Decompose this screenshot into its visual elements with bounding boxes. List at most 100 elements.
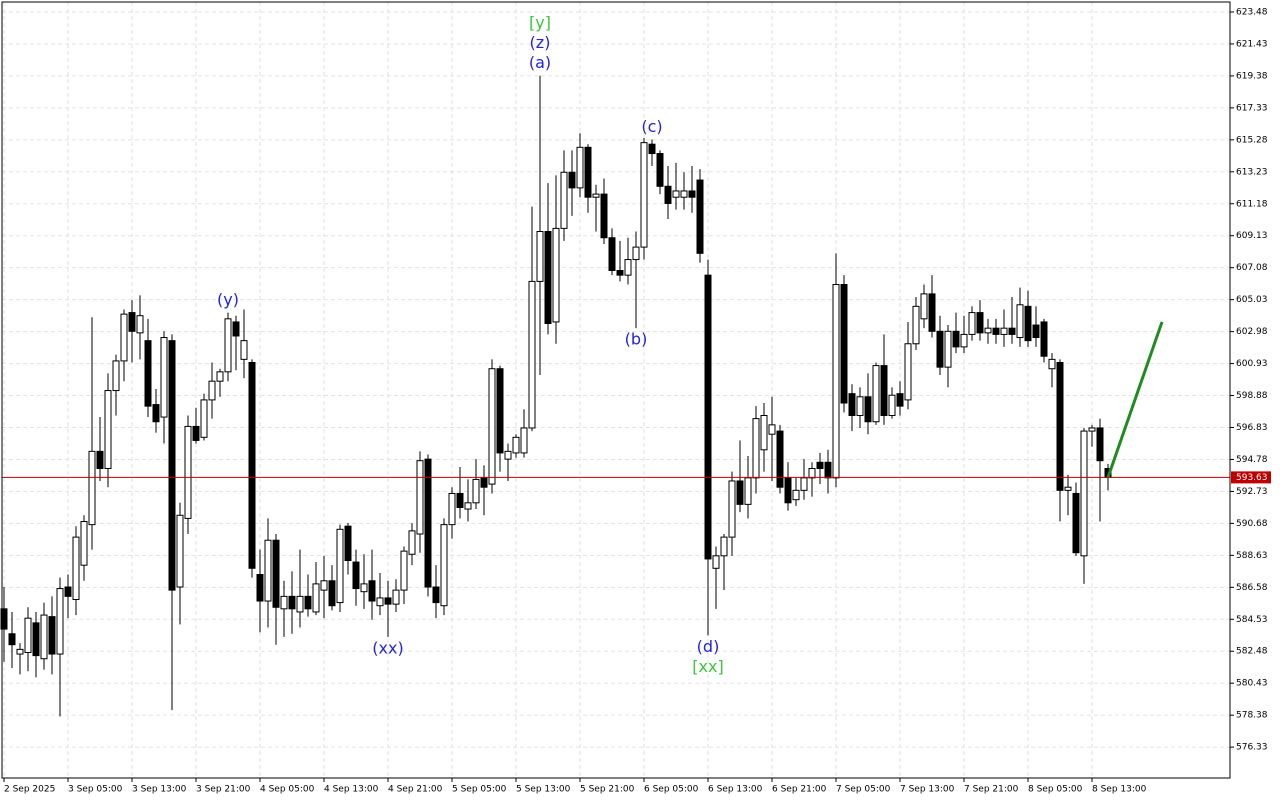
- candle-body: [704, 274, 712, 560]
- y-tick-label: 590.68: [1236, 519, 1268, 529]
- candle-body: [832, 284, 840, 479]
- candle-body: [488, 368, 496, 485]
- candle-body: [400, 550, 408, 591]
- candle-body: [104, 390, 112, 470]
- candle-body: [32, 622, 40, 657]
- candle-body: [744, 477, 752, 505]
- candle-body: [1008, 327, 1016, 335]
- y-tick-label: 611.18: [1236, 199, 1268, 209]
- forecast-line: [1106, 321, 1164, 478]
- candle-body: [408, 530, 416, 555]
- candle-body: [312, 583, 320, 613]
- candle-body: [992, 327, 1000, 335]
- candle-body: [112, 360, 120, 392]
- candle-body: [760, 414, 768, 451]
- candle-body: [320, 580, 328, 591]
- candle-body: [360, 583, 368, 593]
- candle-body: [96, 450, 104, 470]
- y-tick-label: 594.78: [1236, 455, 1268, 465]
- y-tick-label: 623.48: [1236, 7, 1268, 17]
- candle-body: [976, 312, 984, 334]
- candle-body: [736, 480, 744, 505]
- candle-body: [368, 580, 376, 602]
- candle-body: [808, 468, 816, 479]
- wave-label: (c): [641, 117, 662, 136]
- candle-body: [856, 396, 864, 416]
- candle-body: [800, 477, 808, 491]
- candle-body: [304, 595, 312, 610]
- candle-body: [1088, 427, 1096, 432]
- y-tick-label: 596.83: [1236, 423, 1268, 433]
- candle-body: [984, 327, 992, 334]
- y-tick-label: 615.28: [1236, 135, 1268, 145]
- candle-body: [56, 588, 64, 655]
- candle-body: [616, 269, 624, 276]
- candle-body: [448, 492, 456, 526]
- candle-body: [696, 179, 704, 254]
- grid: [2, 2, 1230, 778]
- wave-label: (y): [217, 290, 239, 309]
- candle-body: [1096, 427, 1104, 462]
- candle-body: [880, 365, 888, 416]
- x-tick-label: 8 Sep 13:00: [1092, 785, 1147, 795]
- candle-body: [384, 597, 392, 605]
- y-tick-label: 602.98: [1236, 327, 1268, 337]
- candles: (a)(z)[y] (y) (c) (b) (xx) (d)[xx]: [0, 13, 1230, 717]
- wave-label: (z): [530, 33, 551, 52]
- x-tick-label: 5 Sep 21:00: [580, 785, 635, 795]
- candle-body: [216, 371, 224, 382]
- candle-body: [8, 633, 16, 646]
- candle-body: [480, 477, 488, 488]
- x-tick-label: 4 Sep 21:00: [388, 785, 443, 795]
- y-tick-label: 586.58: [1236, 583, 1268, 593]
- x-tick-label: 4 Sep 05:00: [260, 785, 315, 795]
- candle-body: [784, 477, 792, 504]
- wave-label: [y]: [529, 13, 551, 32]
- candle-body: [184, 425, 192, 519]
- y-tick-label: 582.48: [1236, 647, 1268, 657]
- candle-body: [624, 259, 632, 276]
- x-tick-label: 3 Sep 21:00: [196, 785, 251, 795]
- candle-body: [968, 312, 976, 335]
- candle-body: [600, 193, 608, 239]
- candle-body: [1064, 486, 1072, 491]
- candle-body: [40, 614, 48, 660]
- candle-body: [456, 492, 464, 508]
- candle-body: [776, 430, 784, 488]
- candle-body: [936, 330, 944, 368]
- candle-body: [280, 595, 288, 610]
- candle-body: [640, 142, 648, 248]
- candle-body: [528, 280, 536, 429]
- wave-label: (b): [625, 330, 648, 349]
- current-price-tag: [1231, 471, 1271, 484]
- y-tick-label: 613.23: [1236, 167, 1268, 177]
- candle-body: [752, 418, 760, 479]
- candle-body: [728, 480, 736, 538]
- candle-body: [136, 315, 144, 334]
- candle-body: [472, 478, 480, 504]
- candle-body: [352, 561, 360, 590]
- x-tick-label: 7 Sep 13:00: [900, 785, 955, 795]
- candle-body: [1080, 430, 1088, 557]
- y-tick-label: 580.43: [1236, 679, 1268, 689]
- candle-body: [376, 597, 384, 607]
- candle-body: [176, 514, 184, 588]
- candle-body: [1024, 305, 1032, 342]
- candle-body: [896, 393, 904, 407]
- candle-body: [328, 580, 336, 607]
- candle-body: [536, 231, 544, 282]
- candle-body: [1072, 492, 1080, 554]
- y-tick-label: 605.03: [1236, 295, 1268, 305]
- candle-body: [584, 146, 592, 198]
- candle-body: [48, 616, 56, 655]
- candle-body: [944, 330, 952, 368]
- candle-body: [512, 436, 520, 454]
- candle-body: [144, 340, 152, 407]
- candle-body: [648, 143, 656, 155]
- y-tick-label: 621.43: [1236, 39, 1268, 49]
- candle-body: [16, 648, 24, 655]
- candle-body: [272, 539, 280, 608]
